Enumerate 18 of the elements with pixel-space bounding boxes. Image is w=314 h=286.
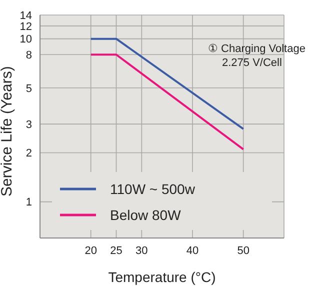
y-tick-label: 3 <box>26 118 32 131</box>
legend-label: 110W ~ 500w <box>110 181 196 197</box>
y-axis-title: Service Life (Years) <box>0 66 16 196</box>
y-tick-label: 1 <box>26 196 32 209</box>
annotation: ① Charging Voltage 2.275 V/Cell <box>208 43 306 69</box>
y-tick-label: 10 <box>20 34 32 46</box>
x-tick-label: 25 <box>110 244 122 257</box>
y-tick-label: 5 <box>26 82 32 95</box>
x-tick-label: 50 <box>237 244 250 257</box>
y-tick-label: 8 <box>26 50 32 62</box>
x-axis-title: Temperature (°C) <box>108 269 216 285</box>
x-tick-label: 40 <box>186 244 199 257</box>
legend-label: Below 80W <box>110 207 182 223</box>
x-tick-label: 30 <box>136 244 148 257</box>
y-tick-label: 2 <box>26 148 32 160</box>
y-tick-label: 14 <box>20 10 32 22</box>
y-tick-label: 12 <box>20 20 32 33</box>
x-tick-label: 20 <box>84 244 97 257</box>
